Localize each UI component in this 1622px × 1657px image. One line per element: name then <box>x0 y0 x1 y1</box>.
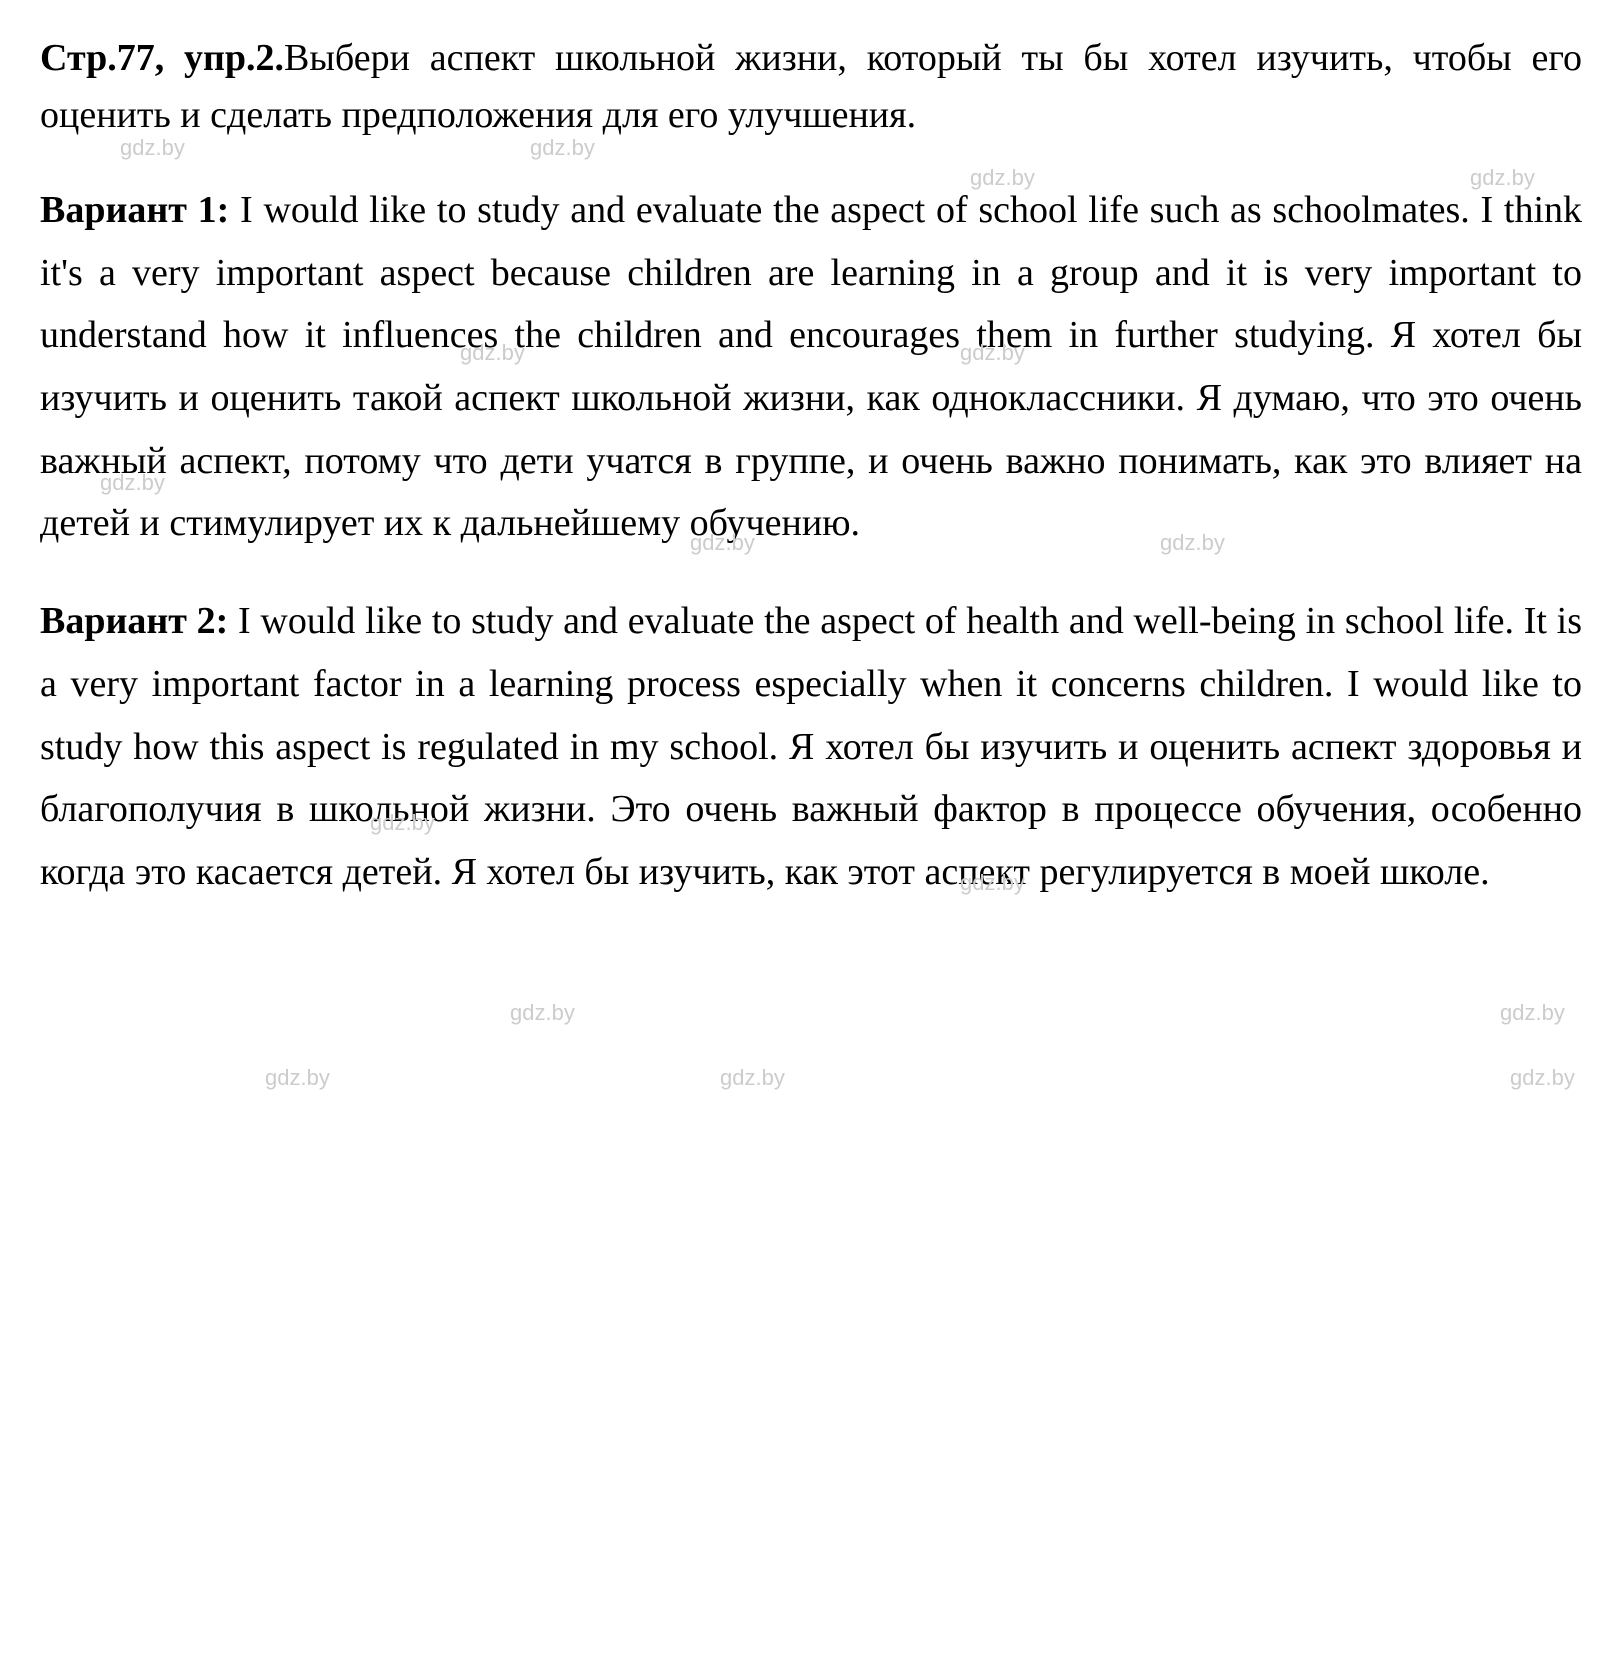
exercise-header: Стр.77, упр.2.Выбери аспект школьной жиз… <box>40 30 1582 144</box>
variant-1-title: Вариант 1: <box>40 189 229 231</box>
variant-2-block: Вариант 2: I would like to study and eva… <box>40 590 1582 903</box>
document-container: gdz.bygdz.bygdz.bygdz.bygdz.bygdz.bygdz.… <box>40 30 1582 904</box>
watermark: gdz.by <box>720 1065 785 1091</box>
variant-2-text: I would like to study and evaluate the a… <box>40 600 1582 893</box>
watermark: gdz.by <box>1500 1000 1565 1026</box>
variant-1-text: I would like to study and evaluate the a… <box>40 189 1582 544</box>
watermark: gdz.by <box>510 1000 575 1026</box>
watermark: gdz.by <box>265 1065 330 1091</box>
variant-2-title: Вариант 2: <box>40 600 228 642</box>
exercise-number: Стр.77, упр.2. <box>40 37 284 79</box>
variant-1-block: Вариант 1: I would like to study and eva… <box>40 179 1582 555</box>
watermark: gdz.by <box>1510 1065 1575 1091</box>
